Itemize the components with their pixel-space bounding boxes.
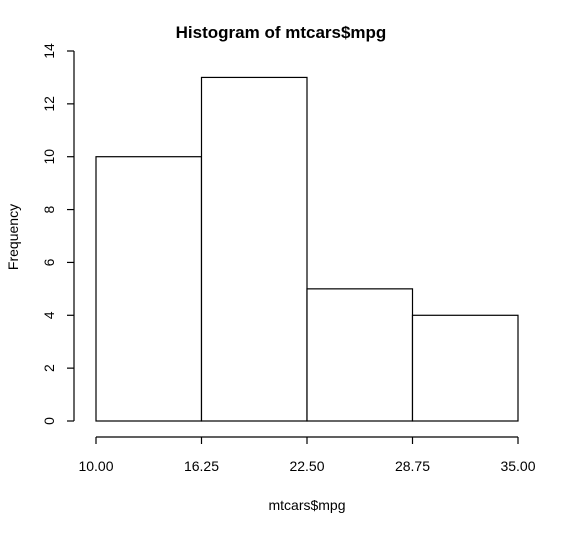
x-tick-label: 22.50 bbox=[289, 458, 324, 474]
y-tick-label: 12 bbox=[41, 96, 57, 112]
y-tick-label: 0 bbox=[41, 417, 57, 425]
histogram-bar-3 bbox=[306, 288, 414, 422]
y-tick-label: 2 bbox=[41, 364, 57, 372]
histogram-bar-4 bbox=[411, 314, 519, 422]
x-tick-label: 28.75 bbox=[395, 458, 430, 474]
chart-title: Histogram of mtcars$mpg bbox=[176, 23, 387, 42]
y-tick-label: 10 bbox=[41, 149, 57, 165]
y-tick-label: 8 bbox=[41, 205, 57, 213]
y-axis: 0 2 4 6 8 10 12 14 bbox=[41, 43, 75, 425]
histogram-bar-2 bbox=[200, 76, 308, 422]
x-axis-label: mtcars$mpg bbox=[268, 497, 345, 513]
y-axis-label: Frequency bbox=[5, 204, 21, 270]
y-tick-label: 6 bbox=[41, 258, 57, 266]
x-tick-label: 16.25 bbox=[184, 458, 219, 474]
x-axis: 10.00 16.25 22.50 28.75 35.00 bbox=[78, 436, 536, 474]
histogram-bar-1 bbox=[95, 156, 203, 422]
bars-group bbox=[95, 76, 519, 422]
x-tick-label: 35.00 bbox=[500, 458, 535, 474]
y-tick-label: 14 bbox=[41, 43, 57, 59]
y-tick-label: 4 bbox=[41, 311, 57, 319]
x-tick-label: 10.00 bbox=[78, 458, 113, 474]
